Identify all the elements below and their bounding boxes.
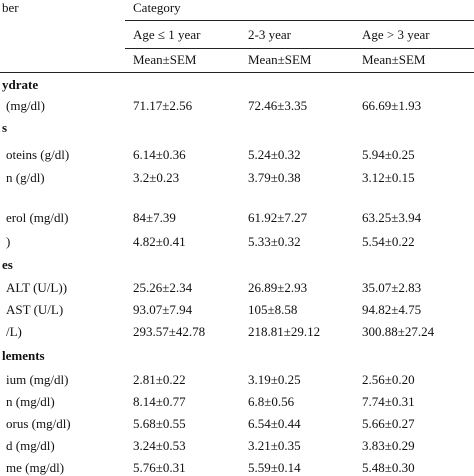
column-header: ber <box>2 0 19 15</box>
row-label: /L) <box>6 324 22 339</box>
row-label: ALT (U/L)) <box>6 280 68 295</box>
row-label: erol (mg/dl) <box>6 210 69 225</box>
cell: 35.07±2.83 <box>362 280 422 295</box>
cell: 6.8±0.56 <box>248 394 295 409</box>
cell: 5.54±0.22 <box>362 234 415 249</box>
cell: 3.24±0.53 <box>133 438 186 453</box>
cell: 25.26±2.34 <box>133 280 193 295</box>
cell: 5.59±0.14 <box>248 460 301 475</box>
cell: 3.2±0.23 <box>133 170 180 185</box>
cell: 3.79±0.38 <box>248 170 301 185</box>
cell: 63.25±3.94 <box>362 210 422 225</box>
cell: 8.14±0.77 <box>133 394 186 409</box>
cell: 293.57±42.78 <box>133 324 206 339</box>
category-header: Category <box>133 0 181 15</box>
cell: 105±8.58 <box>248 302 298 317</box>
cell: 5.33±0.32 <box>248 234 301 249</box>
group-header: Age > 3 year <box>362 27 430 42</box>
stat-header: Mean±SEM <box>362 52 426 67</box>
cell: 7.74±0.31 <box>362 394 415 409</box>
section-label: ydrate <box>2 77 39 92</box>
cell: 5.94±0.25 <box>362 147 415 162</box>
group-header: 2-3 year <box>248 27 291 42</box>
row-label: (mg/dl) <box>6 98 45 113</box>
section-label: lements <box>2 348 45 363</box>
cell: 3.21±0.35 <box>248 438 301 453</box>
cell: 3.12±0.15 <box>362 170 415 185</box>
cell: 61.92±7.27 <box>248 210 308 225</box>
row-label: ium (mg/dl) <box>6 372 69 387</box>
rule <box>125 48 474 49</box>
row-label: n (g/dl) <box>6 170 45 185</box>
section-label: es <box>2 257 13 272</box>
cell: 5.68±0.55 <box>133 416 186 431</box>
rule <box>125 20 474 21</box>
cell: 4.82±0.41 <box>133 234 186 249</box>
cell: 218.81±29.12 <box>248 324 321 339</box>
row-label: oteins (g/dl) <box>6 147 70 162</box>
cell: 26.89±2.93 <box>248 280 308 295</box>
stat-header: Mean±SEM <box>133 52 197 67</box>
cell: 300.88±27.24 <box>362 324 435 339</box>
cell: 5.76±0.31 <box>133 460 186 475</box>
cell: 2.81±0.22 <box>133 372 186 387</box>
cell: 3.19±0.25 <box>248 372 301 387</box>
cell: 94.82±4.75 <box>362 302 422 317</box>
row-label: orus (mg/dl) <box>6 416 71 431</box>
cell: 2.56±0.20 <box>362 372 415 387</box>
stat-header: Mean±SEM <box>248 52 312 67</box>
cell: 5.24±0.32 <box>248 147 301 162</box>
cell: 5.66±0.27 <box>362 416 415 431</box>
row-label: me (mg/dl) <box>6 460 65 475</box>
cell: 71.17±2.56 <box>133 98 193 113</box>
rule <box>0 72 474 73</box>
cell: 72.46±3.35 <box>248 98 308 113</box>
row-label: d (mg/dl) <box>6 438 55 453</box>
cell: 6.14±0.36 <box>133 147 186 162</box>
cell: 6.54±0.44 <box>248 416 301 431</box>
cell: 3.83±0.29 <box>362 438 415 453</box>
cell: 93.07±7.94 <box>133 302 193 317</box>
cell: 5.48±0.30 <box>362 460 415 475</box>
group-header: Age ≤ 1 year <box>133 27 201 42</box>
cell: 84±7.39 <box>133 210 176 225</box>
row-label: n (mg/dl) <box>6 394 55 409</box>
row-label: ) <box>6 234 11 249</box>
row-label: AST (U/L) <box>6 302 64 317</box>
cell: 66.69±1.93 <box>362 98 422 113</box>
section-label: s <box>2 120 8 135</box>
